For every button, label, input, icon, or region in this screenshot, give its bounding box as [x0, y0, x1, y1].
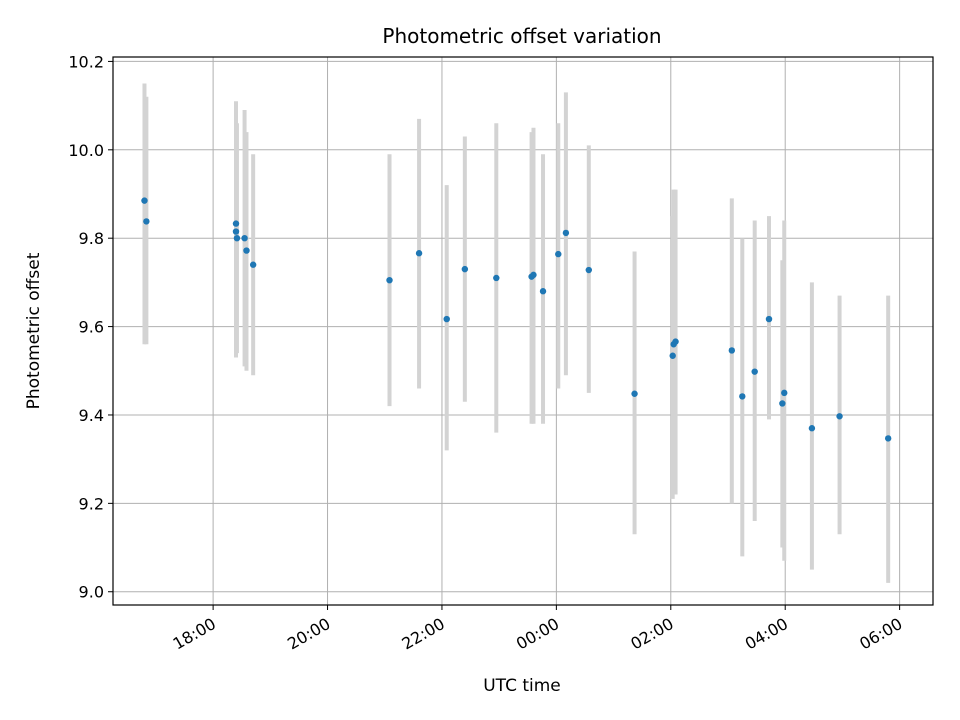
data-point [415, 250, 423, 257]
data-point [143, 218, 150, 225]
data-point [555, 250, 562, 258]
data-point [779, 400, 786, 407]
y-tick-label: 10.0 [68, 141, 104, 160]
data-point [808, 425, 816, 432]
data-point [539, 288, 547, 295]
data-point [631, 390, 638, 397]
y-tick-label: 9.4 [79, 406, 104, 425]
data-point [585, 266, 592, 274]
data-points [141, 197, 892, 442]
chart-title: Photometric offset variation [382, 24, 661, 48]
y-tick-label: 9.0 [79, 583, 104, 602]
data-point [884, 435, 892, 442]
data-point [249, 261, 257, 268]
plot-frame [112, 56, 934, 606]
data-point [386, 276, 393, 284]
data-point [562, 229, 570, 237]
data-point [443, 315, 450, 323]
data-point [243, 247, 250, 254]
y-axis-ticks: 9.0 9.2 9.4 9.6 9.8 10.0 10.2 [68, 52, 113, 602]
data-point [530, 271, 537, 279]
data-point [836, 413, 843, 420]
x-axis-label: UTC time [483, 676, 561, 696]
data-point [241, 234, 248, 242]
y-axis-label: Photometric offset [24, 252, 44, 409]
data-point [728, 347, 736, 354]
data-point [765, 315, 773, 323]
data-point [232, 220, 240, 227]
y-tick-label: 9.2 [79, 494, 104, 513]
data-point [781, 389, 788, 397]
data-point [751, 368, 758, 375]
data-point [739, 393, 746, 400]
y-tick-label: 9.6 [79, 318, 104, 337]
data-point [669, 352, 676, 359]
y-tick-label: 9.8 [79, 229, 104, 248]
data-point [672, 338, 679, 345]
y-tick-label: 10.2 [68, 52, 104, 71]
data-point [233, 234, 241, 242]
data-point [493, 274, 500, 282]
data-point [141, 197, 148, 204]
data-point [232, 228, 240, 235]
data-point [461, 265, 469, 273]
